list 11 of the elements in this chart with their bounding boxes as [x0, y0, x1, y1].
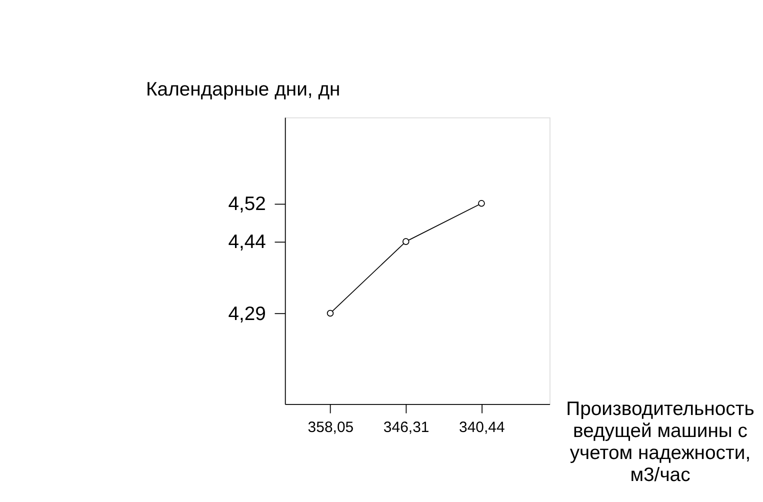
x-tick-label: 358,05 [308, 418, 354, 436]
x-tick-label: 340,44 [459, 418, 505, 436]
y-tick-label: 4,52 [228, 192, 266, 215]
point [402, 238, 410, 245]
x-tick-label: 346,31 [383, 418, 430, 436]
x-axis-title: Производительность ведущей машины с учетом надежности, м3/час [566, 398, 754, 486]
point [326, 310, 334, 317]
y-axis-title: Календарные дни, дн [146, 78, 340, 101]
y-tick-label: 4,29 [228, 302, 266, 325]
point [478, 200, 485, 207]
y-tick-label: 4,44 [228, 231, 266, 254]
